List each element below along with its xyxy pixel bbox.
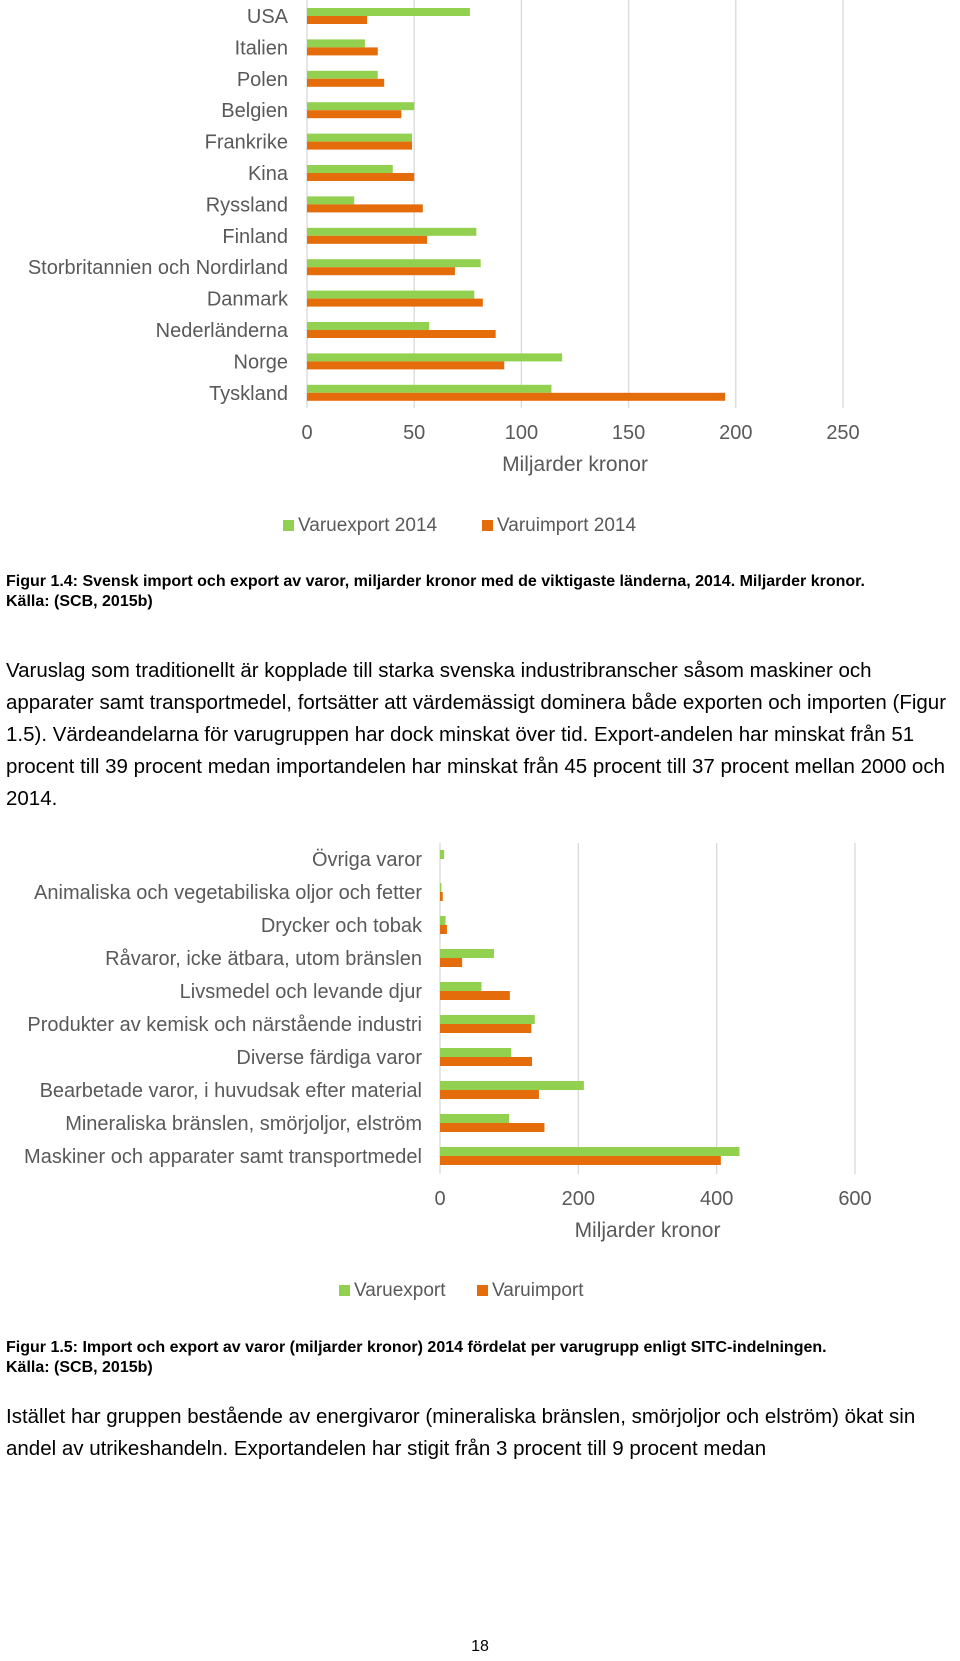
- bar-import: [307, 267, 455, 276]
- category-label: Diverse färdiga varor: [236, 1047, 422, 1069]
- bar-export: [440, 1015, 535, 1024]
- x-tick-label: 400: [700, 1188, 733, 1210]
- bar-import: [440, 1090, 539, 1099]
- category-label: USA: [247, 6, 289, 28]
- figure-1-5-caption: Figur 1.5: Import och export av varor (m…: [6, 1338, 946, 1378]
- x-axis-title: Miljarder kronor: [502, 453, 648, 476]
- bar-import: [307, 204, 423, 213]
- category-label: Norge: [234, 351, 288, 373]
- category-label: Frankrike: [205, 132, 288, 154]
- chart-sitc-groups: 0 200 400 600 Övriga varor Animaliska och veg…: [0, 835, 960, 1315]
- category-label: Finland: [222, 226, 288, 248]
- bar-import: [440, 1057, 532, 1066]
- legend-label-export: Varuexport: [354, 1280, 446, 1301]
- bar-export: [307, 165, 393, 173]
- x-tick-label: 0: [434, 1188, 445, 1210]
- x-tick-label: 200: [562, 1188, 595, 1210]
- bar-export: [307, 227, 477, 236]
- x-axis-title: Miljarder kronor: [575, 1219, 721, 1242]
- bar-export: [440, 883, 442, 892]
- bar-import: [307, 110, 402, 119]
- paragraph-2: Istället har gruppen bestående av energi…: [6, 1405, 916, 1460]
- x-tick-label: 250: [826, 422, 859, 444]
- bar-import: [307, 392, 726, 401]
- category-label: Storbritannien och Nordirland: [28, 257, 288, 279]
- x-tick-label: 150: [612, 422, 645, 444]
- bar-export: [440, 1048, 512, 1057]
- bar-import: [307, 16, 368, 24]
- figure-1-5-source: Källa: (SCB, 2015b): [6, 1359, 153, 1376]
- bar-import: [307, 141, 413, 150]
- x-tick-label: 50: [403, 422, 425, 444]
- chart-countries: 0 50 100 150 200 250 USA Italien Polen Belgien Fra…: [0, 0, 960, 550]
- category-label: Produkter av kemisk och närstående indus…: [27, 1014, 422, 1036]
- bar-import: [307, 298, 483, 307]
- category-label: Italien: [235, 37, 288, 59]
- bar-export: [440, 1114, 510, 1123]
- bar-export: [440, 1147, 740, 1156]
- legend-swatch-export: [339, 1285, 350, 1296]
- category-label: Livsmedel och levande djur: [180, 981, 423, 1003]
- category-label: Mineraliska bränslen, smörjoljor, elströ…: [65, 1113, 422, 1135]
- bar-import: [307, 330, 496, 338]
- bar-export: [307, 8, 470, 16]
- bar-import: [307, 47, 378, 56]
- x-tick-label: 200: [719, 422, 752, 444]
- bar-export: [307, 384, 552, 393]
- category-label: Ryssland: [206, 194, 288, 216]
- x-tick-label: 0: [301, 422, 312, 444]
- category-label: Nederländerna: [156, 320, 289, 342]
- figure-1-4-caption: Figur 1.4: Svensk import och export av v…: [6, 572, 946, 612]
- x-tick-label: 100: [505, 422, 538, 444]
- bar-import: [307, 173, 415, 181]
- bar-export: [440, 850, 445, 859]
- page-number: 18: [471, 1638, 489, 1655]
- bar-import: [440, 925, 447, 934]
- bar-export: [307, 102, 415, 111]
- bar-export: [440, 982, 482, 991]
- bar-import: [307, 78, 385, 87]
- legend-swatch-import: [477, 1285, 488, 1296]
- bar-import: [440, 892, 443, 901]
- legend-swatch-import: [482, 520, 493, 531]
- category-label: Råvaror, icke ätbara, utom bränslen: [105, 948, 422, 970]
- bar-export: [307, 259, 481, 268]
- category-label: Belgien: [221, 100, 288, 122]
- figure-1-4-title: Figur 1.4: Svensk import och export av v…: [6, 573, 865, 590]
- bar-export: [307, 133, 413, 142]
- bar-export: [307, 39, 365, 48]
- bar-export: [307, 70, 378, 79]
- bar-import: [440, 1156, 721, 1165]
- bar-export: [440, 949, 494, 958]
- category-label: Polen: [237, 69, 288, 91]
- category-label: Bearbetade varor, i huvudsak efter mater…: [40, 1080, 422, 1102]
- bar-export: [307, 322, 430, 330]
- bar-import: [440, 991, 510, 1000]
- bar-export: [307, 290, 475, 299]
- category-label: Tyskland: [209, 383, 288, 405]
- bar-export: [440, 1081, 584, 1090]
- bar-export: [307, 353, 563, 362]
- bar-import: [440, 958, 463, 967]
- category-label: Maskiner och apparater samt transportmed…: [24, 1146, 422, 1168]
- category-label: Övriga varor: [312, 849, 422, 871]
- figure-1-4-source: Källa: (SCB, 2015b): [6, 593, 153, 610]
- bar-export: [440, 916, 446, 925]
- paragraph-1: Varuslag som traditionellt är kopplade t…: [6, 659, 947, 810]
- category-label: Kina: [248, 163, 289, 185]
- x-tick-label: 600: [838, 1188, 871, 1210]
- bar-import: [440, 1123, 545, 1132]
- bar-import: [307, 361, 505, 370]
- legend-swatch-export: [283, 520, 294, 531]
- figure-1-5-title: Figur 1.5: Import och export av varor (m…: [6, 1339, 827, 1356]
- category-label: Animaliska och vegetabiliska oljor och f…: [34, 882, 422, 904]
- bar-export: [307, 196, 355, 205]
- category-label: Danmark: [207, 289, 289, 311]
- legend-label-import: Varuimport 2014: [497, 515, 636, 536]
- legend-label-import: Varuimport: [492, 1280, 584, 1301]
- bar-import: [440, 1024, 532, 1033]
- category-label: Drycker och tobak: [261, 915, 423, 937]
- bar-import: [307, 235, 428, 244]
- legend-label-export: Varuexport 2014: [298, 515, 438, 536]
